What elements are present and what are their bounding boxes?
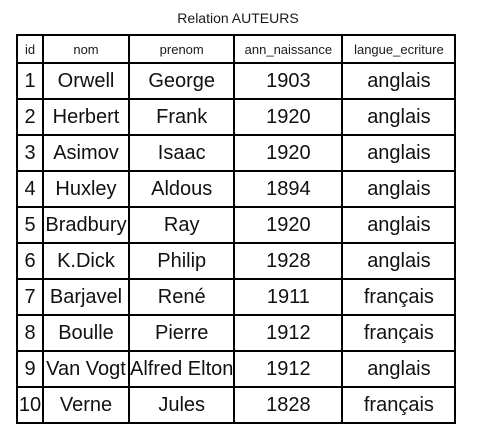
cell-ann-naissance: 1928 bbox=[233, 242, 344, 280]
cell-langue-ecriture: anglais bbox=[341, 242, 457, 280]
cell-prenom: Jules bbox=[127, 386, 236, 424]
cell-ann-naissance: 1894 bbox=[233, 170, 344, 208]
column-header-prenom: prenom bbox=[127, 34, 236, 64]
cell-nom: Orwell bbox=[42, 62, 130, 100]
header-row: id nom prenom ann_naissance langue_ecrit… bbox=[16, 34, 457, 64]
cell-prenom: Aldous bbox=[127, 170, 236, 208]
cell-id: 2 bbox=[16, 98, 44, 136]
cell-langue-ecriture: anglais bbox=[341, 206, 457, 244]
cell-nom: Boulle bbox=[42, 314, 130, 352]
cell-langue-ecriture: français bbox=[341, 278, 457, 316]
cell-id: 3 bbox=[16, 134, 44, 172]
cell-id: 4 bbox=[16, 170, 44, 208]
table-row: 6 K.Dick Philip 1928 anglais bbox=[16, 242, 457, 280]
cell-prenom: Philip bbox=[127, 242, 236, 280]
table-caption: Relation AUTEURS bbox=[177, 10, 299, 26]
cell-langue-ecriture: anglais bbox=[341, 350, 457, 388]
cell-ann-naissance: 1912 bbox=[233, 350, 344, 388]
table-row: 10 Verne Jules 1828 français bbox=[16, 386, 457, 424]
table-row: 1 Orwell George 1903 anglais bbox=[16, 62, 457, 100]
cell-ann-naissance: 1912 bbox=[233, 314, 344, 352]
cell-id: 1 bbox=[16, 62, 44, 100]
cell-id: 6 bbox=[16, 242, 44, 280]
cell-id: 9 bbox=[16, 350, 44, 388]
column-header-id: id bbox=[16, 34, 44, 64]
auteurs-table: id nom prenom ann_naissance langue_ecrit… bbox=[16, 34, 457, 424]
cell-nom: K.Dick bbox=[42, 242, 130, 280]
cell-nom: Verne bbox=[42, 386, 130, 424]
cell-nom: Herbert bbox=[42, 98, 130, 136]
column-header-nom: nom bbox=[42, 34, 130, 64]
cell-nom: Barjavel bbox=[42, 278, 130, 316]
cell-id: 10 bbox=[16, 386, 44, 424]
table-row: 4 Huxley Aldous 1894 anglais bbox=[16, 170, 457, 208]
cell-prenom: Ray bbox=[127, 206, 236, 244]
table-row: 3 Asimov Isaac 1920 anglais bbox=[16, 134, 457, 172]
table-row: 7 Barjavel René 1911 français bbox=[16, 278, 457, 316]
column-header-ann-naissance: ann_naissance bbox=[233, 34, 344, 64]
cell-ann-naissance: 1911 bbox=[233, 278, 344, 316]
cell-ann-naissance: 1920 bbox=[233, 134, 344, 172]
cell-prenom: George bbox=[127, 62, 236, 100]
cell-nom: Asimov bbox=[42, 134, 130, 172]
cell-langue-ecriture: anglais bbox=[341, 98, 457, 136]
cell-nom: Bradbury bbox=[42, 206, 130, 244]
table-row: 9 Van Vogt Alfred Elton 1912 anglais bbox=[16, 350, 457, 388]
cell-prenom: Frank bbox=[127, 98, 236, 136]
cell-ann-naissance: 1903 bbox=[233, 62, 344, 100]
cell-nom: Huxley bbox=[42, 170, 130, 208]
cell-langue-ecriture: français bbox=[341, 314, 457, 352]
table-row: 8 Boulle Pierre 1912 français bbox=[16, 314, 457, 352]
cell-prenom: René bbox=[127, 278, 236, 316]
cell-id: 8 bbox=[16, 314, 44, 352]
cell-id: 7 bbox=[16, 278, 44, 316]
cell-ann-naissance: 1920 bbox=[233, 206, 344, 244]
cell-id: 5 bbox=[16, 206, 44, 244]
table-row: 2 Herbert Frank 1920 anglais bbox=[16, 98, 457, 136]
column-header-langue-ecriture: langue_ecriture bbox=[341, 34, 457, 64]
cell-ann-naissance: 1920 bbox=[233, 98, 344, 136]
cell-nom: Van Vogt bbox=[42, 350, 130, 388]
cell-prenom: Alfred Elton bbox=[127, 350, 236, 388]
table-row: 5 Bradbury Ray 1920 anglais bbox=[16, 206, 457, 244]
cell-langue-ecriture: anglais bbox=[341, 62, 457, 100]
cell-prenom: Pierre bbox=[127, 314, 236, 352]
cell-prenom: Isaac bbox=[127, 134, 236, 172]
cell-ann-naissance: 1828 bbox=[233, 386, 344, 424]
cell-langue-ecriture: français bbox=[341, 386, 457, 424]
cell-langue-ecriture: anglais bbox=[341, 170, 457, 208]
cell-langue-ecriture: anglais bbox=[341, 134, 457, 172]
